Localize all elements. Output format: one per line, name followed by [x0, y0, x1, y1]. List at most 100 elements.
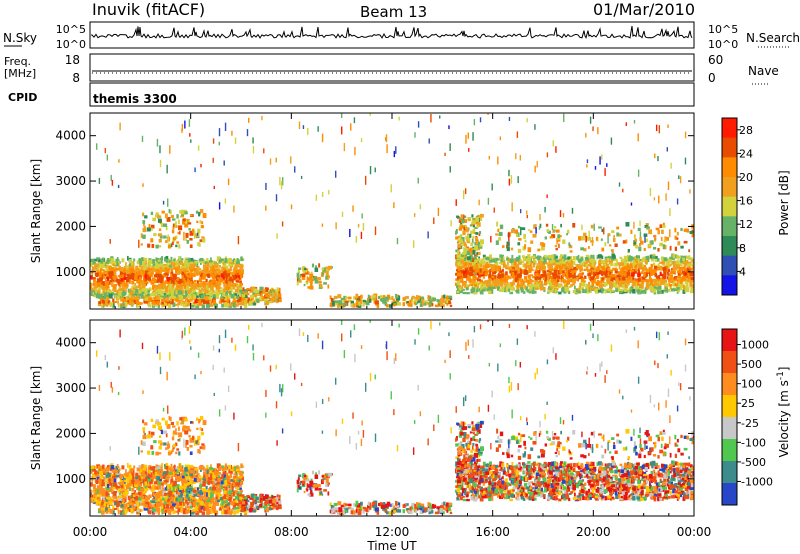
power-cell [184, 264, 187, 269]
power-cell [640, 283, 644, 289]
power-cell [168, 283, 173, 289]
power-cell [657, 248, 660, 252]
power-cell [538, 274, 542, 280]
power-cell [372, 298, 375, 302]
power-cell [508, 232, 510, 242]
power-cell [624, 270, 627, 274]
power-cell [667, 124, 669, 128]
power-cell [170, 268, 174, 272]
power-cell [466, 250, 471, 256]
power-cell [174, 235, 178, 240]
power-cell [685, 284, 688, 288]
power-cell [671, 257, 675, 261]
power-cell [596, 255, 599, 260]
power-cell [163, 297, 166, 303]
power-cell [168, 208, 171, 214]
power-cell [618, 262, 622, 265]
power-cell [476, 270, 479, 276]
power-cell [569, 244, 572, 247]
power-cell [131, 281, 135, 285]
power-cell [431, 303, 434, 306]
power-cell [492, 280, 497, 284]
power-cell [442, 304, 445, 308]
power-cell [350, 303, 353, 308]
velocity-cell [205, 485, 208, 490]
power-cell [467, 265, 470, 270]
power-cell [171, 229, 175, 234]
power-cell [630, 286, 633, 289]
power-cell [680, 287, 683, 291]
power-cell [471, 214, 474, 218]
power-cell [521, 227, 526, 231]
power-cell [178, 219, 180, 224]
power-cell [100, 297, 104, 301]
power-cell [218, 202, 221, 210]
power-cell [224, 297, 228, 301]
power-cell [641, 268, 646, 272]
power-cell [509, 258, 514, 264]
power-cell [675, 265, 679, 270]
power-cell [104, 147, 107, 154]
power-cell [195, 268, 198, 271]
power-cell [609, 260, 613, 265]
power-cell [619, 256, 623, 259]
power-cell [210, 257, 212, 262]
power-cell [355, 298, 359, 301]
power-cell [567, 269, 571, 272]
power-cell [598, 265, 602, 269]
power-cell [223, 160, 225, 166]
power-cell [165, 240, 168, 243]
power-cell [532, 233, 537, 238]
power-cell [617, 284, 620, 288]
power-cell [687, 274, 690, 280]
power-cell [607, 268, 611, 271]
power-cell [680, 255, 683, 261]
power-cell [210, 285, 214, 291]
power-cell [552, 278, 556, 284]
power-cell [108, 281, 113, 285]
power-cell [158, 245, 162, 248]
power-cell [653, 291, 657, 295]
power-cell [664, 284, 667, 289]
power-cell [261, 115, 263, 121]
power-cell [157, 278, 159, 283]
power-cell [138, 263, 142, 268]
power-cell [560, 223, 563, 228]
power-cell [386, 144, 388, 154]
power-cell [130, 301, 134, 305]
power-cell [592, 126, 594, 132]
power-cell [439, 301, 443, 306]
power-cell [676, 287, 680, 290]
power-cell [604, 288, 607, 294]
power-cell [626, 264, 630, 269]
power-cell [138, 286, 143, 291]
power-cell [536, 273, 541, 277]
power-cell [393, 202, 395, 209]
power-cell [463, 275, 467, 279]
power-cell [498, 237, 502, 241]
power-cell [307, 271, 310, 275]
power-cell [559, 260, 564, 264]
power-cell [179, 210, 183, 214]
power-cell [455, 272, 457, 276]
power-cell [215, 289, 219, 295]
power-cell [484, 273, 489, 276]
power-cell [165, 226, 168, 231]
power-cell [527, 247, 532, 253]
power-cell [160, 267, 163, 273]
power-cell [429, 296, 432, 300]
power-cell [523, 257, 526, 261]
power-cell [429, 303, 434, 307]
velocity-cell [146, 488, 149, 492]
power-cell [455, 230, 457, 235]
power-cell [580, 247, 585, 251]
velocity-cell [215, 484, 219, 488]
power-cell [369, 113, 371, 116]
power-cell [350, 300, 354, 306]
power-cell [120, 293, 124, 298]
power-cell [620, 278, 623, 283]
power-cell [479, 290, 484, 295]
power-cell [223, 287, 226, 291]
power-cell [231, 282, 234, 285]
power-cell [170, 289, 175, 295]
